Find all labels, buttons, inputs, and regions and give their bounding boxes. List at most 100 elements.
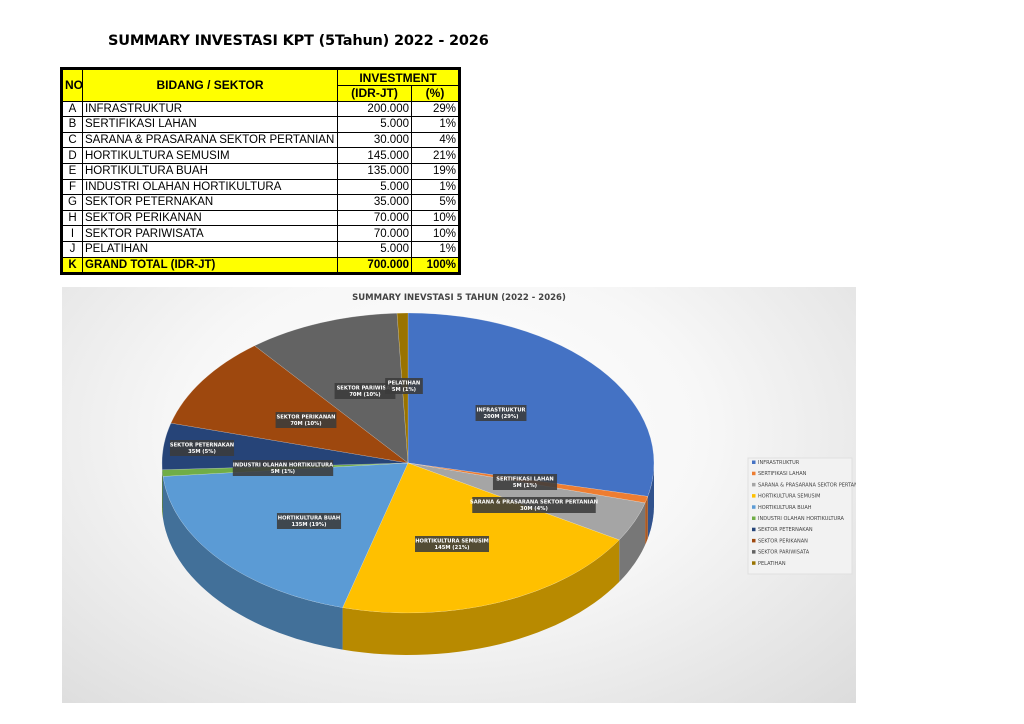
table-row: B SERTIFIKASI LAHAN 5.000 1% (62, 116, 459, 133)
row-idr: 70.000 (337, 209, 412, 227)
page-title: SUMMARY INVESTASI KPT (5Tahun) 2022 - 20… (108, 33, 489, 49)
pie-label-name: INDUSTRI OLAHAN HORTIKULTURA (233, 463, 333, 469)
row-idr: 35.000 (337, 194, 412, 211)
row-idr: 200.000 (337, 100, 412, 118)
pie-side-sarana-prasarana-sektor-pertanian (619, 502, 646, 582)
row-sector: SEKTOR PARIWISATA (82, 225, 338, 242)
legend-entry: SEKTOR PETERNAKAN (758, 527, 813, 533)
row-sector: SEKTOR PERIKANAN (82, 209, 338, 227)
pie-slice-sektor-pariwisata (254, 312, 409, 464)
investment-summary-table: NO BIDANG / SEKTOR INVESTMENT (IDR-JT) (… (60, 66, 461, 276)
pie-side-sertifikasi-lahan (645, 496, 648, 545)
legend-entry: SERTIFIKASI LAHAN (758, 471, 807, 477)
row-idr: 5.000 (337, 178, 412, 196)
grand-total-row: K GRAND TOTAL (IDR-JT) 700.000 100% (62, 256, 459, 274)
pie-chart: SUMMARY INEVSTASI 5 TAHUN (2022 - 2026) … (161, 293, 856, 655)
row-idr: 5.000 (337, 240, 412, 258)
row-idr: 135.000 (337, 162, 412, 180)
pie-label-name: HORTIKULTURA SEMUSIM (415, 539, 489, 545)
pie-label-value: 135M (19%) (292, 522, 327, 528)
row-sector: SEKTOR PETERNAKAN (82, 194, 338, 211)
row-sector: HORTIKULTURA BUAH (82, 162, 338, 180)
pie-label-value: 5M (1%) (513, 483, 537, 489)
row-pct: 10% (411, 225, 459, 242)
row-sector: HORTIKULTURA SEMUSIM (82, 147, 338, 164)
table-row: H SEKTOR PERIKANAN 70.000 10% (62, 209, 459, 227)
row-pct: 29% (411, 100, 459, 118)
row-pct: 21% (411, 147, 459, 164)
total-pct: 100% (411, 256, 459, 274)
pie-slice-sektor-peternakan (161, 422, 409, 470)
chart-legend: INFRASTRUKTUR SERTIFIKASI LAHAN SARANA & P… (747, 457, 856, 575)
row-sector: SARANA & PRASARANA SEKTOR PERTANIAN (82, 131, 338, 149)
legend-entry: HORTIKULTURA SEMUSIM (758, 494, 821, 500)
row-idr: 5.000 (337, 116, 412, 133)
row-pct: 19% (411, 162, 459, 180)
legend-swatch (752, 460, 756, 464)
row-no: B (62, 116, 83, 133)
pie-label-value: 200M (29%) (484, 414, 519, 420)
legend-entry: PELATIHAN (758, 561, 786, 567)
header-idr: (IDR-JT) (337, 85, 412, 102)
row-no: A (62, 100, 83, 118)
pie-slice-sektor-perikanan (170, 345, 409, 464)
pie-label-name: SEKTOR PARIWISAT (337, 386, 394, 392)
row-sector: INFRASTRUKTUR (82, 100, 338, 118)
pie-label-value: 5M (1%) (271, 469, 295, 475)
pie-label-name: SEKTOR PETERNAKAN (170, 443, 234, 449)
table-body: A INFRASTRUKTUR 200.000 29% B SERTIFIKASI LAH… (62, 100, 459, 258)
total-label: GRAND TOTAL (IDR-JT) (82, 256, 338, 274)
row-pct: 1% (411, 116, 459, 133)
pie-label-name: PELATIHAN (388, 381, 420, 387)
legend-swatch (752, 561, 756, 565)
legend-entry: SEKTOR PARIWISATA (758, 550, 810, 556)
row-no: D (62, 147, 83, 164)
pie-label-name: SARANA & PRASARANA SEKTOR PERTANIAN (470, 500, 598, 506)
pie-side-hortikultura-buah (163, 476, 343, 650)
table-row: E HORTIKULTURA BUAH 135.000 19% (62, 162, 459, 180)
pie-side-hortikultura-semusim (342, 539, 620, 655)
legend-swatch (752, 482, 756, 487)
row-sector: SERTIFIKASI LAHAN (82, 116, 338, 133)
table-row: A INFRASTRUKTUR 200.000 29% (62, 100, 459, 118)
pie-label-value: 35M (5%) (188, 449, 216, 455)
pie-label-name: SEKTOR PERIKANAN (276, 415, 335, 421)
pie-label-value: 30M (4%) (520, 506, 548, 512)
table-row: G SEKTOR PETERNAKAN 35.000 5% (62, 194, 459, 211)
row-no: H (62, 209, 83, 227)
header-investment: INVESTMENT (337, 69, 459, 86)
table-row: D HORTIKULTURA SEMUSIM 145.000 21% (62, 147, 459, 164)
legend-swatch (752, 471, 756, 476)
legend-entry: SEKTOR PERIKANAN (758, 538, 808, 544)
pie-label-name: INFRASTRUKTUR (476, 408, 525, 414)
legend-entry: HORTIKULTURA BUAH (758, 505, 812, 511)
row-no: I (62, 225, 83, 242)
pie-label-value: 70M (10%) (290, 421, 321, 427)
pie-slice-hortikultura-buah (162, 462, 409, 608)
pie-label-value: 145M (21%) (435, 545, 470, 551)
header-no: NO (62, 69, 83, 102)
pie-label-name: HORTIKULTURA BUAH (278, 516, 341, 522)
pie-label-name: SERTIFIKASI LAHAN (496, 477, 554, 483)
total-no: K (62, 256, 83, 274)
total-idr: 700.000 (337, 256, 412, 274)
pie-chart-panel: SUMMARY INEVSTASI 5 TAHUN (2022 - 2026) … (62, 287, 856, 703)
row-pct: 1% (411, 178, 459, 196)
legend-entry: INDUSTRI OLAHAN HORTIKULTURA (758, 516, 844, 522)
header-sector: BIDANG / SEKTOR (82, 69, 338, 102)
row-no: F (62, 178, 83, 196)
table-row: F INDUSTRI OLAHAN HORTIKULTURA 5.000 1% (62, 178, 459, 196)
row-pct: 5% (411, 194, 459, 211)
pie-side-infrastruktur (647, 463, 654, 539)
legend-entry: SARANA & PRASARANA SEKTOR PERTANIAN (758, 482, 856, 488)
row-idr: 145.000 (337, 147, 412, 164)
chart-title: SUMMARY INEVSTASI 5 TAHUN (2022 - 2026) (352, 293, 566, 303)
row-idr: 70.000 (337, 225, 412, 242)
